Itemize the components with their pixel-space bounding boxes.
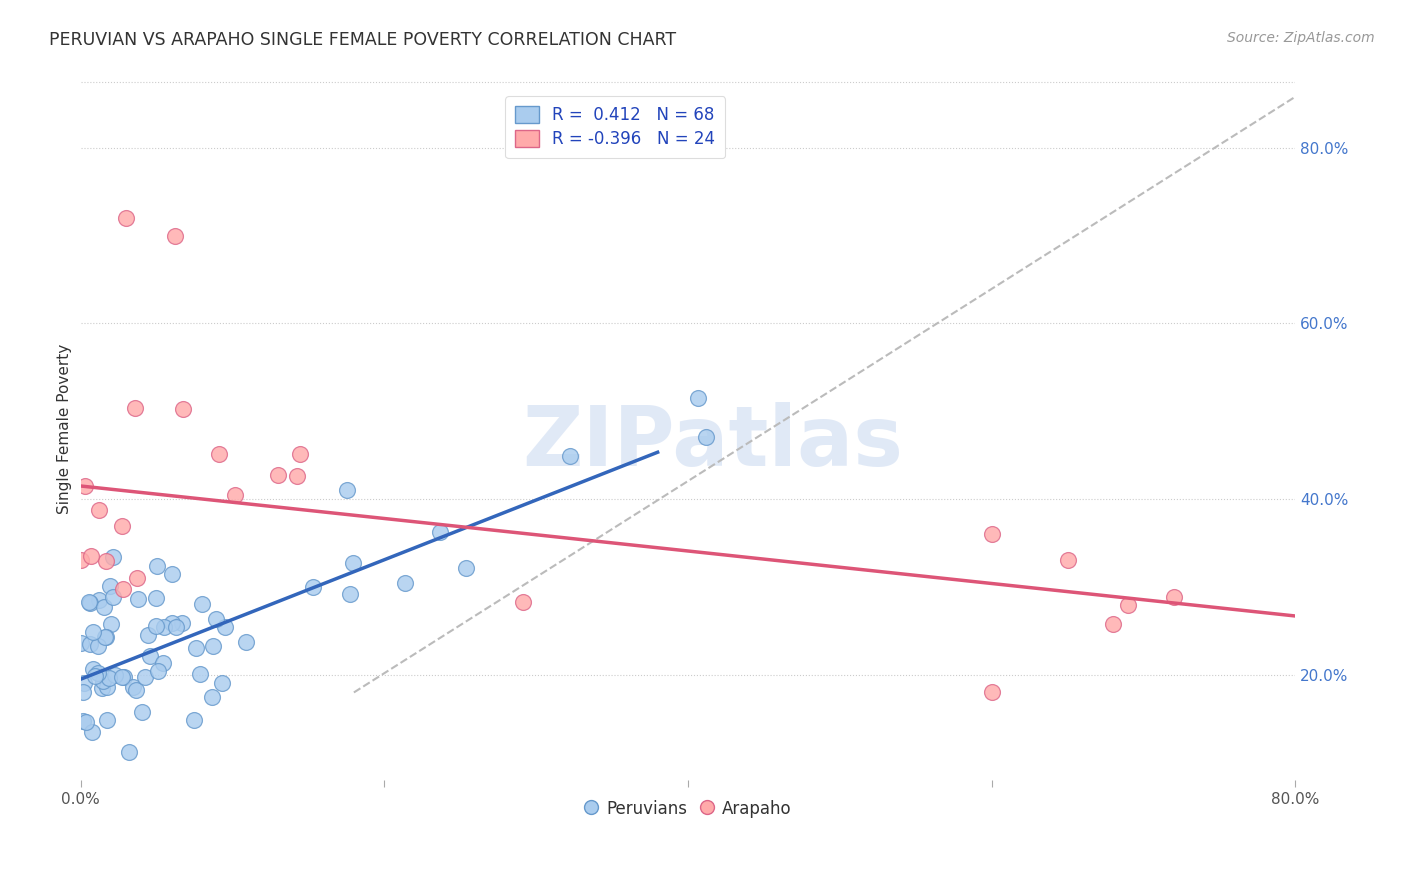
Point xyxy=(82,725,104,739)
Point xyxy=(160,566,183,581)
Point xyxy=(75,479,97,493)
Point xyxy=(163,228,186,243)
Point xyxy=(80,549,103,564)
Point xyxy=(208,447,231,461)
Point xyxy=(91,681,114,696)
Point xyxy=(188,667,211,681)
Point xyxy=(75,714,97,729)
Point xyxy=(302,580,325,594)
Point xyxy=(118,745,141,759)
Point xyxy=(72,685,94,699)
Point xyxy=(204,611,226,625)
Point xyxy=(184,640,207,655)
Point xyxy=(131,705,153,719)
Point xyxy=(96,681,118,695)
Point xyxy=(1102,617,1125,632)
Point xyxy=(79,596,101,610)
Y-axis label: Single Female Poverty: Single Female Poverty xyxy=(58,343,72,514)
Point xyxy=(101,550,124,565)
Point xyxy=(980,527,1002,541)
Point xyxy=(100,617,122,632)
Point xyxy=(1056,553,1078,567)
Point xyxy=(93,673,115,688)
Point xyxy=(148,664,170,678)
Text: ZIPatlas: ZIPatlas xyxy=(522,402,903,483)
Point xyxy=(512,595,534,609)
Point xyxy=(124,401,146,415)
Point xyxy=(103,591,125,605)
Point xyxy=(97,671,120,685)
Point xyxy=(688,392,710,406)
Point xyxy=(165,620,187,634)
Point xyxy=(87,666,110,681)
Point xyxy=(70,553,93,567)
Point xyxy=(87,639,110,653)
Point xyxy=(72,714,94,728)
Point xyxy=(79,637,101,651)
Legend: Peruvians, Arapaho: Peruvians, Arapaho xyxy=(578,793,799,825)
Point xyxy=(336,483,359,497)
Point xyxy=(152,657,174,671)
Point xyxy=(146,559,169,574)
Point xyxy=(111,670,134,684)
Point xyxy=(112,670,135,684)
Point xyxy=(394,575,416,590)
Point xyxy=(429,524,451,539)
Point xyxy=(87,592,110,607)
Point xyxy=(558,449,581,463)
Point xyxy=(1163,591,1185,605)
Point xyxy=(125,682,148,697)
Point xyxy=(93,600,115,615)
Point xyxy=(94,630,117,644)
Point xyxy=(145,619,167,633)
Text: PERUVIAN VS ARAPAHO SINGLE FEMALE POVERTY CORRELATION CHART: PERUVIAN VS ARAPAHO SINGLE FEMALE POVERT… xyxy=(49,31,676,49)
Point xyxy=(70,636,93,650)
Point xyxy=(96,713,118,727)
Point xyxy=(153,620,176,634)
Point xyxy=(456,561,478,575)
Point xyxy=(1118,598,1140,612)
Point xyxy=(82,662,104,676)
Point xyxy=(138,648,160,663)
Point xyxy=(94,630,117,644)
Point xyxy=(115,211,138,225)
Point xyxy=(183,714,205,728)
Point xyxy=(111,582,134,596)
Point xyxy=(202,639,225,653)
Point xyxy=(191,597,214,611)
Point xyxy=(224,488,246,502)
Point xyxy=(235,635,257,649)
Point xyxy=(342,556,364,570)
Point xyxy=(288,446,311,460)
Point xyxy=(125,571,148,585)
Point xyxy=(82,625,104,640)
Point xyxy=(96,554,118,568)
Point xyxy=(136,627,159,641)
Point xyxy=(111,519,134,533)
Point xyxy=(72,675,94,690)
Point xyxy=(127,592,149,607)
Point xyxy=(98,578,121,592)
Point xyxy=(134,670,156,684)
Point xyxy=(172,401,194,416)
Point xyxy=(104,668,127,682)
Point xyxy=(201,690,224,705)
Point xyxy=(77,595,100,609)
Point xyxy=(122,680,145,694)
Point xyxy=(211,676,233,690)
Point xyxy=(145,591,167,606)
Point xyxy=(339,587,361,601)
Point xyxy=(83,669,105,683)
Point xyxy=(160,616,183,631)
Point xyxy=(980,685,1002,699)
Point xyxy=(695,430,717,444)
Point xyxy=(285,469,308,483)
Point xyxy=(87,502,110,516)
Point xyxy=(172,616,194,631)
Text: Source: ZipAtlas.com: Source: ZipAtlas.com xyxy=(1227,31,1375,45)
Point xyxy=(214,620,236,634)
Point xyxy=(267,468,290,483)
